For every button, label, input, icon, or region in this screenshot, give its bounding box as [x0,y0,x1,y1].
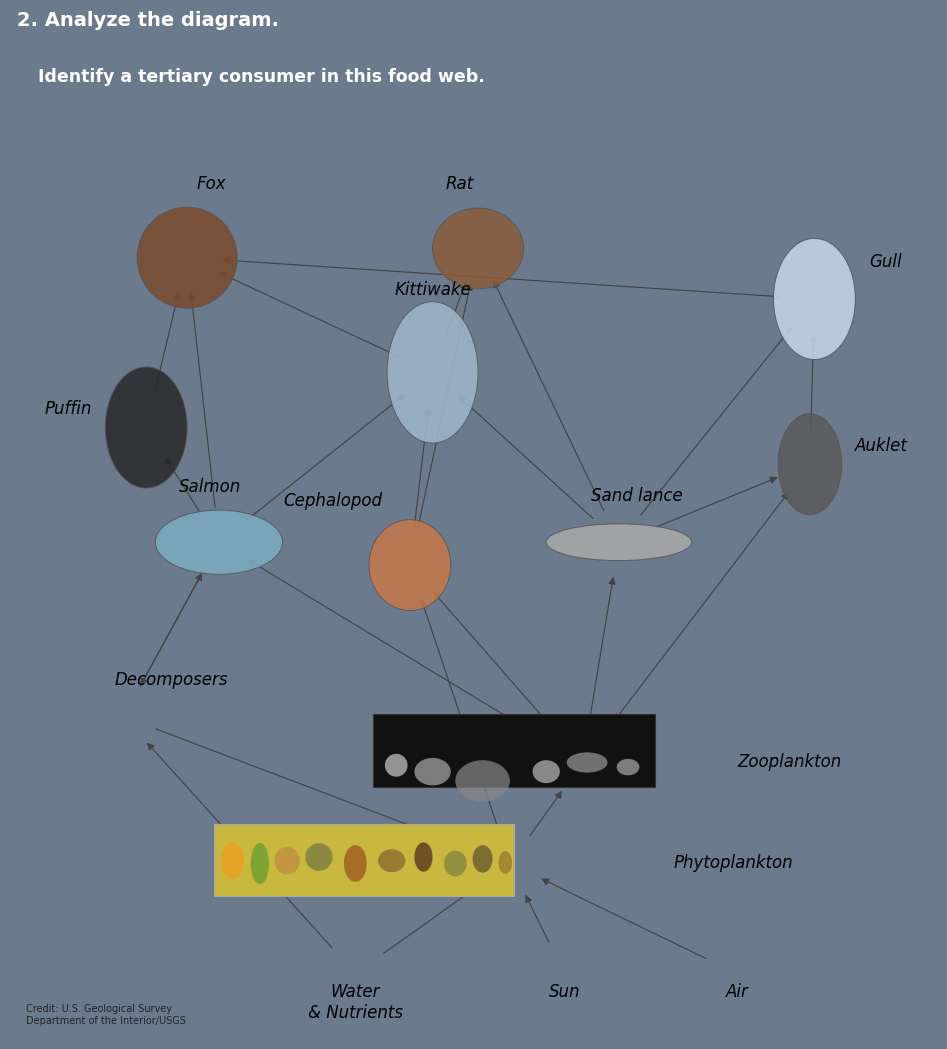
Text: Puffin: Puffin [45,400,92,419]
Ellipse shape [473,845,492,873]
Text: 2. Analyze the diagram.: 2. Analyze the diagram. [17,12,279,30]
Ellipse shape [387,302,478,443]
Ellipse shape [251,842,269,884]
Ellipse shape [275,847,300,875]
Ellipse shape [566,752,608,772]
Text: Sand lance: Sand lance [591,488,683,506]
Ellipse shape [456,761,509,801]
Text: Auklet: Auklet [855,436,908,455]
Text: Credit: U.S. Geological Survey
Department of the Interior/USGS: Credit: U.S. Geological Survey Departmen… [27,1004,187,1026]
Ellipse shape [305,843,332,871]
Ellipse shape [105,367,188,488]
Text: Salmon: Salmon [179,478,241,496]
Ellipse shape [369,519,451,611]
Text: Air: Air [725,983,748,1001]
Ellipse shape [498,851,512,874]
Text: Identify a tertiary consumer in this food web.: Identify a tertiary consumer in this foo… [38,68,485,86]
Ellipse shape [344,845,366,882]
Ellipse shape [546,523,691,560]
Text: Fox: Fox [196,175,225,193]
Text: Rat: Rat [446,175,474,193]
Ellipse shape [415,842,433,872]
Ellipse shape [616,758,639,775]
Ellipse shape [415,757,451,786]
Bar [214,825,514,896]
Text: Water
& Nutrients: Water & Nutrients [308,983,402,1022]
Text: Zooplankton: Zooplankton [737,753,841,771]
Text: Phytoplankton: Phytoplankton [673,855,794,873]
Text: Decomposers: Decomposers [115,671,228,689]
Ellipse shape [778,413,842,515]
Text: Cephalopod: Cephalopod [283,492,383,510]
Text: Sun: Sun [548,983,581,1001]
Ellipse shape [378,850,405,872]
Ellipse shape [444,851,467,876]
Ellipse shape [384,754,407,776]
Text: Kittiwake: Kittiwake [394,281,471,299]
Ellipse shape [137,208,237,308]
Ellipse shape [774,238,855,360]
Ellipse shape [433,208,524,288]
Text: Gull: Gull [869,253,902,272]
Bar [373,713,655,787]
Ellipse shape [532,761,560,784]
Ellipse shape [155,510,282,575]
Ellipse shape [222,842,244,879]
